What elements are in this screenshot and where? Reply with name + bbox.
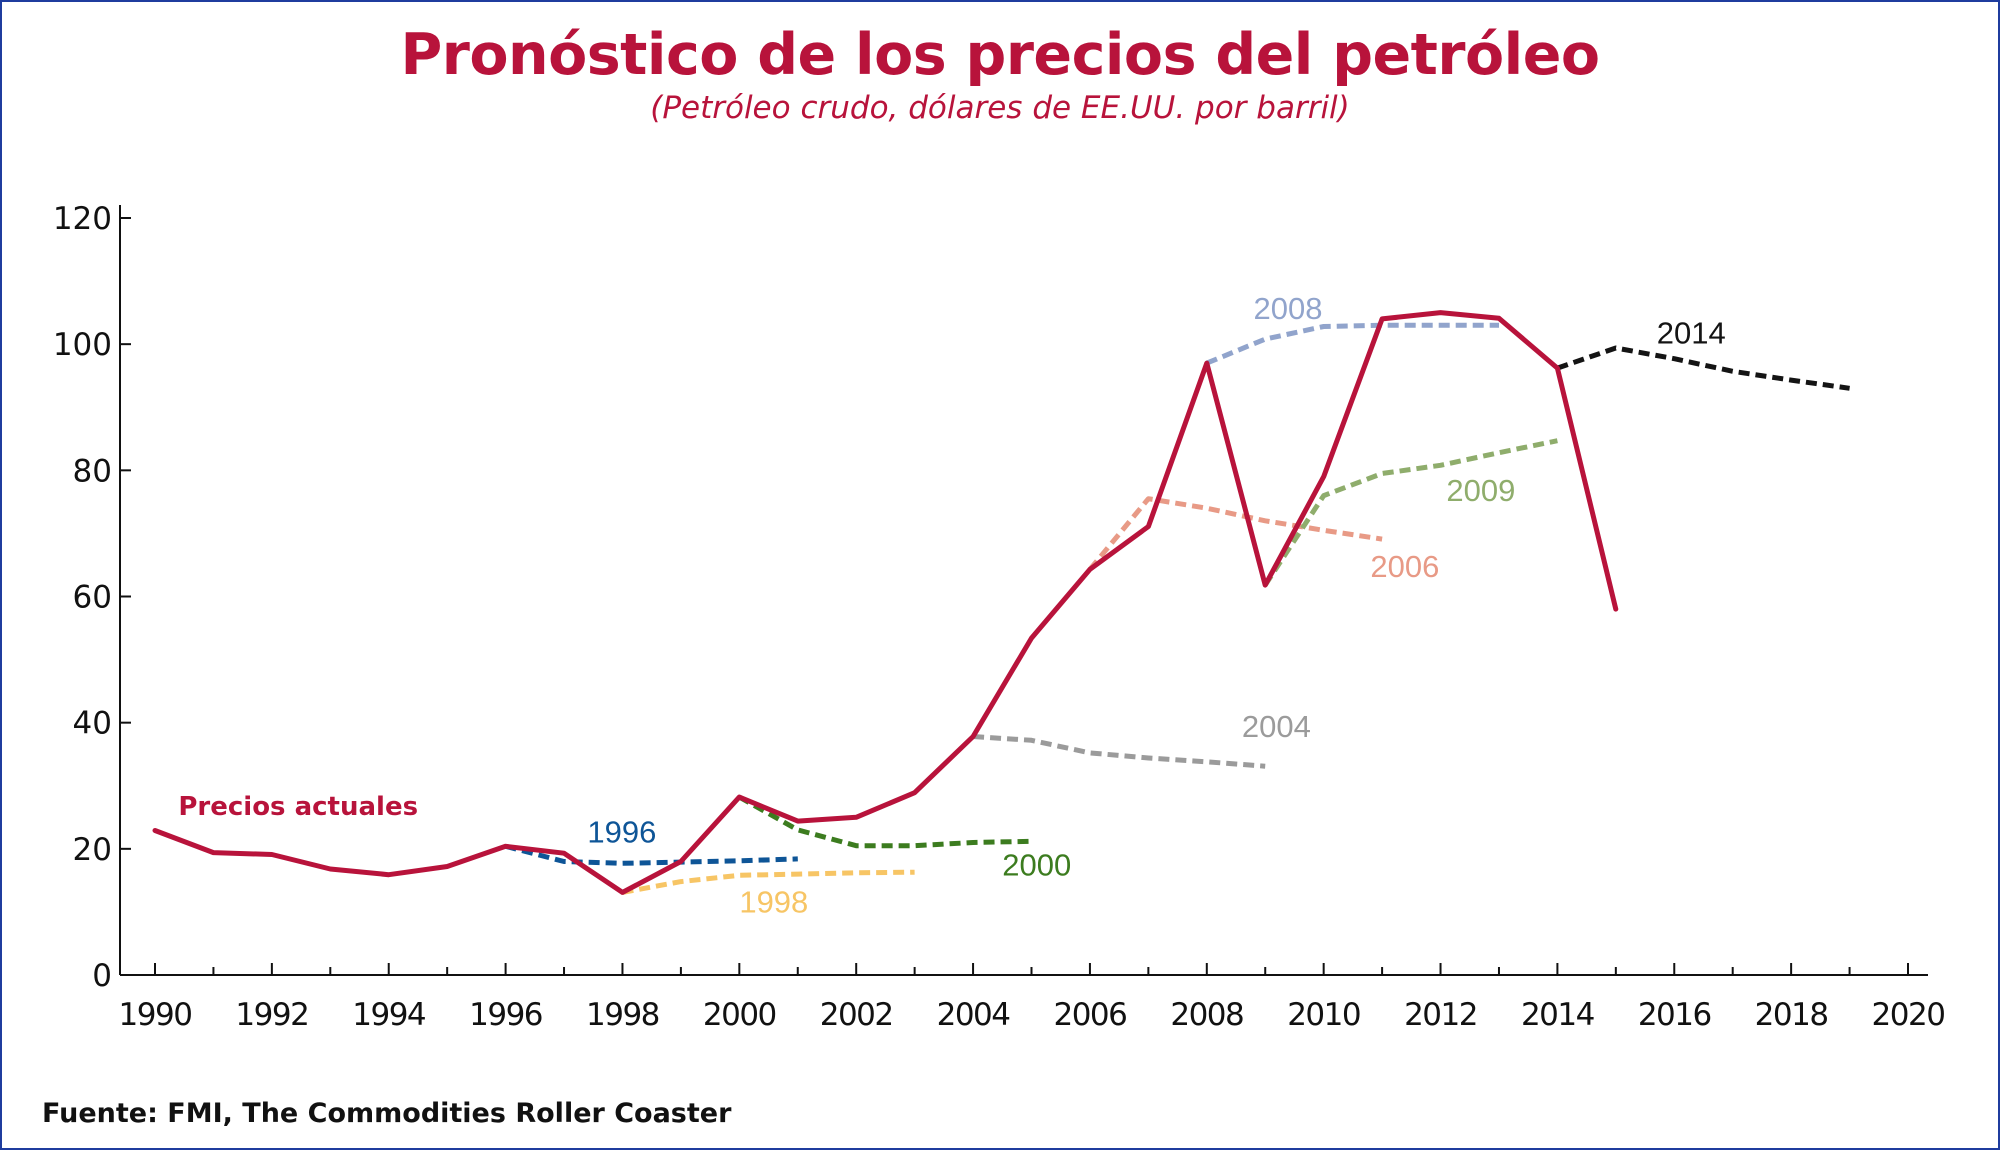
series-label-2014: 2014 — [1657, 316, 1726, 351]
series-line-2000 — [738, 794, 1032, 849]
x-tick-label: 2016 — [1638, 997, 1711, 1033]
x-tick-label: 2018 — [1755, 997, 1828, 1033]
y-tick-label: 120 — [53, 201, 112, 237]
x-tick-label: 2002 — [820, 997, 893, 1033]
y-tick-label: 80 — [73, 453, 112, 489]
x-tick-label: 2020 — [1872, 997, 1945, 1033]
series-label-precios-actuales: Precios actuales — [178, 792, 418, 822]
x-tick-label: 1996 — [469, 997, 542, 1033]
chart-series-labels: Precios actuales 1996 1998 2000 2004 2006 2008… — [178, 291, 1725, 920]
series-line-2014 — [1556, 345, 1850, 391]
series-label-2006: 2006 — [1370, 549, 1439, 584]
chart-title: Pronóstico de los precios del petróleo — [400, 22, 1600, 88]
series-label-1996: 1996 — [587, 815, 656, 850]
x-tick-label: 2008 — [1170, 997, 1243, 1033]
x-tick-label: 1998 — [586, 997, 659, 1033]
y-tick-label: 100 — [53, 327, 112, 363]
x-tick-label: 2006 — [1053, 997, 1126, 1033]
series-label-2009: 2009 — [1446, 473, 1515, 508]
x-tick-label: 2000 — [703, 997, 776, 1033]
chart-source: Fuente: FMI, The Commodities Roller Coas… — [42, 1098, 732, 1129]
series-line-2006 — [1087, 496, 1383, 571]
series-label-2008: 2008 — [1254, 291, 1323, 326]
series-label-2000: 2000 — [1002, 847, 1071, 882]
chart-series — [152, 310, 1850, 895]
x-tick-label: 1990 — [119, 997, 192, 1033]
chart-axes: 0 20 40 60 80 100 120 1990 1992 1994 1996 1998 2000 2… — [53, 201, 1946, 1033]
y-tick-label: 60 — [73, 580, 112, 616]
y-tick-label: 0 — [92, 958, 112, 994]
series-label-1998: 1998 — [739, 885, 808, 920]
x-tick-label: 2012 — [1404, 997, 1477, 1033]
series-line-1996 — [504, 843, 798, 866]
x-tick-label: 2014 — [1521, 997, 1594, 1033]
series-line-precios-actuales — [152, 310, 1619, 895]
y-tick-label: 20 — [73, 832, 112, 868]
series-line-2008 — [1205, 322, 1499, 366]
chart-subtitle: (Petróleo crudo, dólares de EE.UU. por b… — [650, 90, 1350, 126]
x-tick-label: 1994 — [352, 997, 425, 1033]
series-label-2004: 2004 — [1242, 709, 1311, 744]
series-line-2004 — [972, 734, 1266, 769]
x-tick-label: 2004 — [937, 997, 1010, 1033]
series-line-2009 — [1263, 438, 1558, 587]
y-tick-label: 40 — [73, 706, 112, 742]
x-tick-label: 1992 — [235, 997, 308, 1033]
series-line-1998 — [622, 869, 915, 895]
x-tick-label: 2010 — [1287, 997, 1360, 1033]
